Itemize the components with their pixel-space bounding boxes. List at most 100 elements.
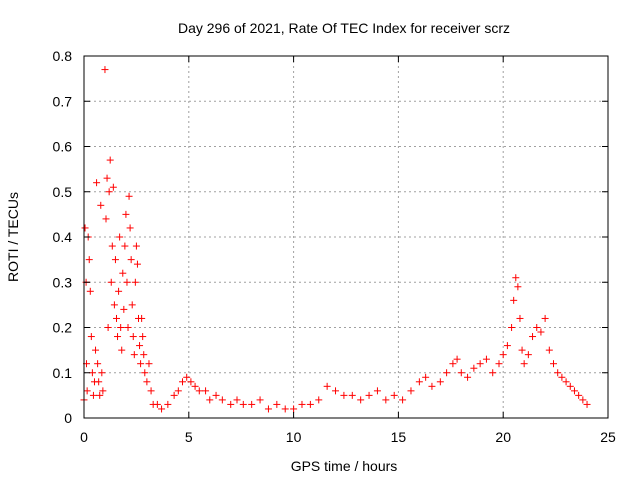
data-point [140,351,148,359]
data-point [108,242,116,250]
data-point [83,387,91,395]
data-point [248,400,256,408]
data-point [110,301,118,309]
data-point [129,333,137,341]
data-point [95,378,103,386]
data-point [550,360,558,368]
data-point [212,391,220,399]
data-point [256,396,264,404]
data-point [449,360,457,368]
x-tick-label: 0 [80,429,88,445]
data-point [122,210,130,218]
data-point [86,287,94,295]
y-tick-label: 0.5 [53,184,73,200]
x-tick-label: 10 [286,429,302,445]
axis-ticks [83,55,609,419]
data-point [315,396,323,404]
y-tick-label: 0.7 [53,93,73,109]
data-point [457,369,465,377]
data-point [537,328,545,336]
y-axis-label: ROTI / TECUs [5,192,21,282]
data-point [133,260,141,268]
y-tick-label: 0.2 [53,320,73,336]
y-tick-label: 0.1 [53,365,73,381]
data-point [298,400,306,408]
grid-lines [84,56,608,418]
data-point [499,351,507,359]
data-point [227,400,235,408]
data-point [183,373,191,381]
data-point [132,242,140,250]
data-point [512,274,520,282]
data-point [88,369,96,377]
data-point [533,324,541,331]
x-tick-label: 15 [391,429,407,445]
data-point [187,378,195,386]
x-tick-label: 20 [495,429,511,445]
data-point [174,387,182,395]
data-point [520,360,528,368]
data-point [365,391,373,399]
data-point [102,215,110,223]
data-point [191,382,199,390]
data-point [306,400,314,408]
data-point [145,360,153,368]
data-point [94,360,102,368]
data-point [428,382,436,390]
data-point [96,391,104,399]
y-tick-label: 0.4 [53,229,73,245]
data-point [340,391,348,399]
data-point [143,378,151,386]
data-point [81,224,89,232]
data-point [97,201,105,209]
data-point [92,346,100,354]
data-point [195,387,203,395]
data-point [476,360,484,368]
data-point [116,233,124,241]
data-point [464,373,472,381]
data-point [583,400,591,408]
data-point [503,342,511,350]
data-point [112,314,120,322]
data-point [382,396,390,404]
data-point [264,405,272,413]
data-points [80,66,591,413]
data-point [554,369,562,377]
data-point [514,283,522,291]
y-tick-labels: 0 0.1 0.2 0.3 0.4 0.5 0.6 0.7 0.8 [53,48,73,426]
y-tick-label: 0.3 [53,274,73,290]
data-point [136,342,144,350]
data-point [579,396,587,404]
data-point [139,333,147,341]
data-point [128,301,136,309]
data-point [508,324,516,331]
data-point [124,324,132,331]
data-point [570,387,578,395]
data-point [524,351,532,359]
data-point [104,324,112,331]
x-tick-labels: 0 5 10 15 20 25 [80,429,616,445]
data-point [399,396,407,404]
y-tick-label: 0 [64,410,72,426]
data-point [123,278,131,286]
data-point [516,314,524,322]
data-point [495,360,503,368]
data-point [109,183,117,191]
data-point [558,373,566,381]
data-point [489,369,497,377]
data-point [85,256,93,264]
data-point [510,296,518,304]
data-point [529,333,537,341]
data-point [141,369,149,377]
chart-title: Day 296 of 2021, Rate Of TEC Index for r… [178,20,510,36]
data-point [164,400,172,408]
data-point [105,188,113,196]
data-point [117,324,125,331]
data-point [138,314,146,322]
data-point [575,391,583,399]
data-point [121,242,129,250]
data-point [562,378,570,386]
data-point [125,192,133,200]
data-point [233,396,241,404]
